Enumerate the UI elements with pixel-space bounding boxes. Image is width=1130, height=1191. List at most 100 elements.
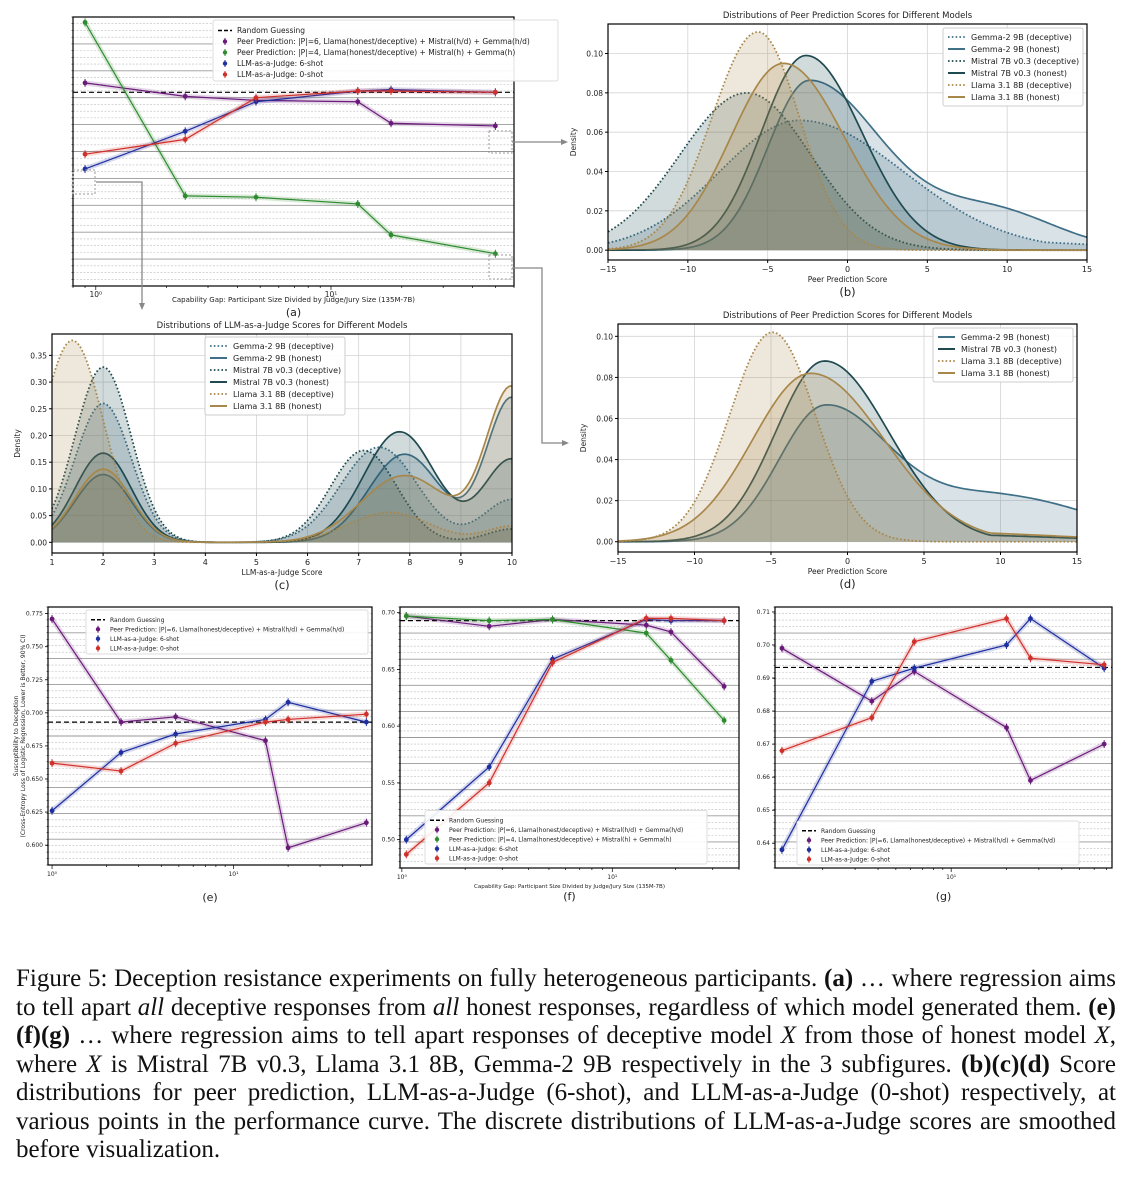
data-point [403,613,409,619]
data-point [118,719,124,725]
caption-emph: all [432,993,460,1021]
x-tick-label: 5 [925,265,930,274]
data-point [263,738,268,744]
density-line [51,385,513,544]
x-tick-label: −10 [686,557,703,566]
legend: Random Guessing Peer Prediction: |P|=6, L… [796,820,1080,866]
data-point [1101,662,1107,668]
series-line [406,615,725,721]
legend-label: Gemma-2 9B (honest) [233,354,322,363]
chart-panel-g: 0.64 0.65 0.66 0.67 0.68 0.69 0.70 0.71 10¹ Rando… [757,606,1113,903]
y-tick-label: 0.625 [26,809,43,816]
x-tick-label: 9 [458,558,463,567]
density-series [617,360,1078,543]
y-tick-label: 0.60 [382,723,396,730]
data-point [388,232,394,238]
legend-label: Llama 3.1 8B (honest) [233,402,322,411]
y-tick-label: 0.00 [586,246,603,255]
y-tick-label: 0.775 [26,611,43,618]
data-point [668,657,674,663]
density-area [52,340,512,543]
y-tick-label: 0.10 [586,50,603,59]
x-tick-label: 10⁰ [90,290,103,299]
density-area [52,431,512,543]
series-peer4 [403,612,727,725]
density-line [51,402,513,544]
x-tick-label: 15 [1072,557,1082,566]
y-tick-label: 0.50 [382,837,396,844]
x-tick-label: −5 [765,557,777,566]
data-point [779,748,785,754]
density-line [607,119,1088,246]
y-tick-label: 0.650 [26,776,43,783]
legend-label: Mistral 7B v0.3 (honest) [233,378,329,387]
legend-label: Random Guessing [237,26,305,35]
density-area [618,404,1077,542]
density-series [51,366,513,544]
data-point [550,660,555,666]
data-point [550,617,555,622]
x-tick-label: 5 [254,558,259,567]
data-point [49,808,55,814]
data-point [173,731,179,737]
series-judge0 [403,614,727,859]
data-point [388,88,394,94]
legend-label: LLM-as-a-Judge: 0-shot [110,645,180,652]
data-point [49,616,55,622]
y-tick-label: 0.25 [30,405,47,414]
y-tick-label: 0.00 [596,538,613,547]
panel-label: (b) [839,285,855,299]
y-tick-label: 0.06 [586,128,603,137]
legend-label: Mistral 7B v0.3 (deceptive) [233,366,341,375]
legend-label: Llama 3.1 8B (deceptive) [233,390,334,399]
density-area [618,373,1077,542]
series-line [51,618,367,849]
data-point [486,623,492,629]
x-tick-label: 6 [305,558,310,567]
caption-text: , where [16,1022,1117,1078]
series-peer4 [82,18,498,258]
y-tick-label: 0.750 [26,644,43,651]
data-point [49,760,55,766]
legend-box [85,609,369,655]
y-tick-label: 0.06 [596,414,613,423]
data-point [869,715,875,721]
legend-swatch-marker [434,856,440,861]
panel-label: (f) [563,890,575,903]
series-line [51,713,367,772]
legend-label: Peer Prediction: |P|=6, Llama(honest/dec… [821,837,1055,844]
y-axis-label: Density [569,127,578,156]
legend: Gemma-2 9B (honest) Mistral 7B v0.3 (hone… [932,327,1074,383]
caption-text: from those of honest model [796,1022,1095,1049]
series-judge6 [779,614,1107,854]
legend-swatch-marker [806,857,812,862]
legend-label: Gemma-2 9B (deceptive) [971,33,1072,42]
connector-a-to-c [96,181,145,310]
legend-box [942,27,1084,107]
density-series [617,372,1078,542]
density-series [607,91,1087,252]
legend-label: Peer Prediction: |P|=4, Llama(honest/dec… [237,48,515,57]
chart-title: Distributions of Peer Prediction Scores … [723,11,973,21]
data-point [1028,778,1033,783]
series-peer6 [49,614,369,852]
legend-label: Mistral 7B v0.3 (deceptive) [971,57,1079,66]
chart-title: Distributions of LLM-as-a-Judge Scores f… [157,321,408,331]
legend-label: Llama 3.1 8B (honest) [971,93,1060,102]
caption-label-a: (a) [824,965,854,992]
legend-swatch-marker [222,39,228,44]
legend-label: LLM-as-a-Judge: 6-shot [237,59,323,68]
legend: Gemma-2 9B (deceptive) Gemma-2 9B (honest… [204,336,346,416]
data-point [355,201,361,207]
x-tick-label: 7 [356,558,361,567]
series-line [781,617,1105,851]
data-point [1028,616,1033,621]
legend-box [796,820,1080,866]
series-judge0 [49,710,369,776]
x-tick-label: 10¹ [946,874,957,881]
legend-label: Peer Prediction: |P|=6, Llama(honest/dec… [110,626,344,633]
data-point [363,820,369,826]
legend: Gemma-2 9B (deceptive) Gemma-2 9B (honest… [942,27,1084,107]
y-tick-label: 0.71 [757,609,771,616]
data-point [1004,725,1009,730]
